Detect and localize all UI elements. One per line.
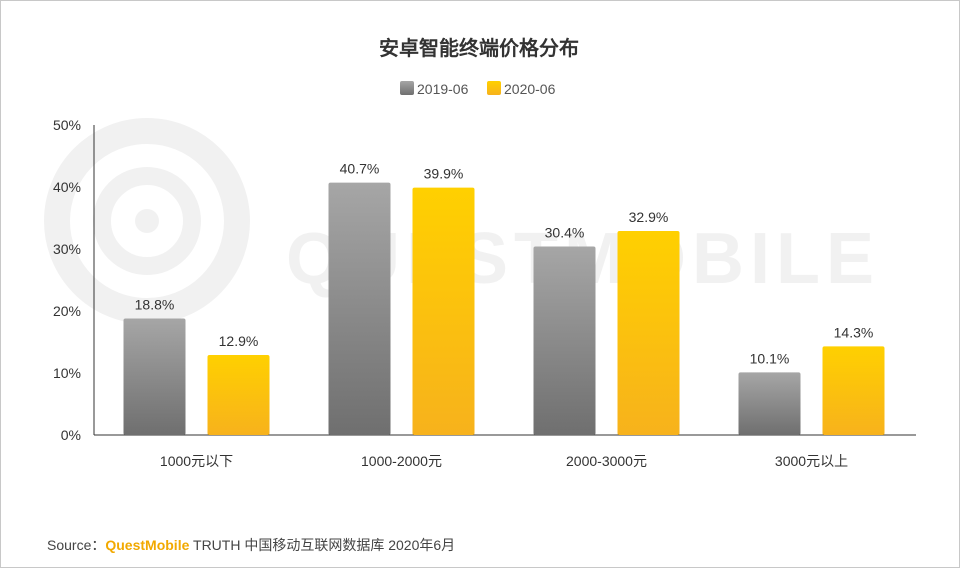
data-label: 32.9% — [629, 209, 669, 225]
y-tick-label: 20% — [53, 303, 81, 319]
category-label: 3000元以上 — [775, 453, 848, 469]
category-label: 1000元以下 — [160, 453, 233, 469]
bar-2020-06 — [412, 187, 475, 435]
y-tick-label: 10% — [53, 365, 81, 381]
bar-2019-06 — [738, 372, 801, 435]
source-brand: QuestMobile — [105, 537, 190, 553]
y-tick-labels: 0% 10% 20% 30% 40% 50% — [53, 117, 81, 443]
bar-2019-06 — [123, 318, 186, 435]
y-tick-label: 30% — [53, 241, 81, 257]
data-label: 40.7% — [340, 161, 380, 177]
legend-swatch-2019 — [400, 81, 414, 95]
bar-2019-06 — [328, 182, 391, 435]
legend: 2019-06 2020-06 — [400, 81, 556, 97]
chart-title: 安卓智能终端价格分布 — [379, 36, 579, 60]
legend-label-2020: 2020-06 — [504, 81, 556, 97]
watermark-logo-icon — [44, 118, 250, 324]
data-label: 12.9% — [219, 333, 259, 349]
y-tick-label: 0% — [61, 427, 81, 443]
y-tick-label: 50% — [53, 117, 81, 133]
bar-2020-06 — [822, 346, 885, 435]
legend-label-2019: 2019-06 — [417, 81, 469, 97]
category-label: 1000-2000元 — [361, 453, 442, 469]
bar-2019-06 — [533, 246, 596, 435]
source-prefix: Source： — [47, 537, 106, 553]
data-label: 14.3% — [834, 324, 874, 340]
legend-swatch-2020 — [487, 81, 501, 95]
bar-2020-06 — [617, 231, 680, 435]
bars — [123, 182, 885, 435]
data-label: 30.4% — [545, 225, 585, 241]
source-rest: TRUTH 中国移动互联网数据库 2020年6月 — [189, 537, 456, 553]
bar-2020-06 — [207, 355, 270, 435]
category-labels: 1000元以下 1000-2000元 2000-3000元 3000元以上 — [160, 453, 848, 469]
data-label: 39.9% — [424, 166, 464, 182]
source-note: Source：QuestMobile TRUTH 中国移动互联网数据库 2020… — [47, 535, 455, 555]
data-labels: 18.8% 12.9% 40.7% 39.9% 30.4% 32.9% 10.1% 14.3% — [135, 161, 874, 367]
data-label: 10.1% — [750, 350, 790, 366]
y-tick-label: 40% — [53, 179, 81, 195]
category-label: 2000-3000元 — [566, 453, 647, 469]
data-label: 18.8% — [135, 296, 175, 312]
